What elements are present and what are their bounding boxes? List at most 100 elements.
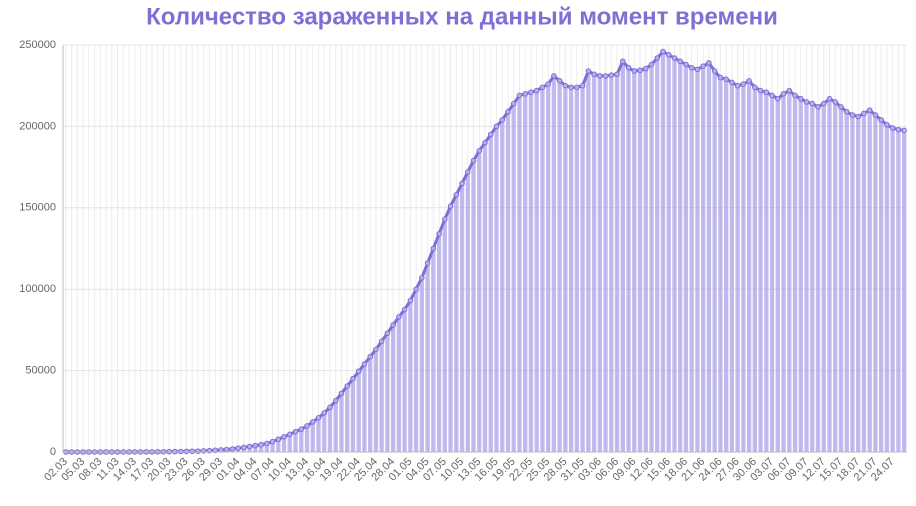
marker bbox=[684, 62, 689, 67]
marker bbox=[242, 445, 247, 450]
marker bbox=[259, 442, 264, 447]
bar bbox=[316, 418, 320, 452]
bar bbox=[563, 86, 567, 452]
bar bbox=[678, 61, 682, 452]
bar bbox=[644, 69, 648, 452]
marker bbox=[276, 437, 281, 442]
bar bbox=[885, 125, 889, 452]
marker bbox=[190, 449, 195, 454]
bar bbox=[471, 161, 475, 452]
marker bbox=[196, 449, 201, 454]
bar bbox=[707, 63, 711, 452]
bar bbox=[764, 92, 768, 452]
marker bbox=[494, 124, 499, 129]
bar bbox=[793, 95, 797, 452]
marker bbox=[655, 56, 660, 61]
marker bbox=[827, 96, 832, 101]
marker bbox=[787, 88, 792, 93]
bar bbox=[385, 333, 389, 452]
bar bbox=[414, 289, 418, 452]
marker bbox=[374, 347, 379, 352]
bar bbox=[856, 117, 860, 452]
marker bbox=[724, 77, 729, 82]
marker bbox=[862, 111, 867, 116]
bar bbox=[867, 110, 871, 452]
marker bbox=[523, 92, 528, 97]
marker bbox=[546, 82, 551, 87]
marker bbox=[282, 434, 287, 439]
marker bbox=[379, 339, 384, 344]
bar bbox=[557, 81, 561, 452]
marker bbox=[592, 72, 597, 77]
marker bbox=[626, 65, 631, 70]
marker bbox=[781, 92, 786, 97]
marker bbox=[362, 362, 367, 367]
marker bbox=[856, 114, 861, 119]
marker bbox=[666, 52, 671, 57]
bar bbox=[770, 95, 774, 452]
marker bbox=[764, 90, 769, 95]
marker bbox=[575, 85, 580, 90]
bar bbox=[626, 68, 630, 452]
marker bbox=[890, 126, 895, 131]
marker bbox=[661, 49, 666, 54]
marker bbox=[500, 118, 505, 123]
marker bbox=[345, 384, 350, 389]
bar bbox=[896, 130, 900, 452]
marker bbox=[328, 405, 333, 410]
marker bbox=[603, 74, 608, 79]
marker bbox=[488, 132, 493, 137]
bar bbox=[500, 120, 504, 452]
bar bbox=[477, 151, 481, 452]
bar bbox=[845, 112, 849, 452]
bar bbox=[575, 87, 579, 452]
marker bbox=[615, 72, 620, 77]
bar bbox=[672, 58, 676, 452]
bar bbox=[730, 82, 734, 452]
bar bbox=[569, 87, 573, 452]
y-tick-label: 0 bbox=[50, 446, 56, 458]
marker bbox=[534, 88, 539, 93]
marker bbox=[230, 447, 235, 452]
bar bbox=[512, 104, 516, 452]
bar bbox=[827, 99, 831, 452]
bar bbox=[437, 234, 441, 452]
marker bbox=[552, 74, 557, 79]
y-tick-label: 150000 bbox=[19, 202, 56, 214]
bar bbox=[701, 66, 705, 452]
marker bbox=[316, 416, 321, 421]
marker bbox=[643, 66, 648, 71]
bar bbox=[483, 143, 487, 452]
bar bbox=[850, 115, 854, 452]
bar bbox=[655, 58, 659, 452]
marker bbox=[305, 424, 310, 429]
marker bbox=[397, 315, 402, 320]
bar bbox=[534, 91, 538, 452]
bar bbox=[598, 76, 602, 452]
bar bbox=[810, 104, 814, 452]
marker bbox=[511, 101, 516, 106]
bar bbox=[638, 70, 642, 452]
marker bbox=[776, 96, 781, 101]
bar bbox=[816, 107, 820, 452]
bar bbox=[822, 104, 826, 452]
marker bbox=[896, 127, 901, 132]
bar bbox=[322, 413, 326, 452]
bar bbox=[667, 55, 671, 452]
marker bbox=[598, 74, 603, 79]
bar bbox=[334, 401, 338, 452]
bar bbox=[747, 81, 751, 452]
marker bbox=[879, 118, 884, 123]
marker bbox=[850, 113, 855, 118]
marker bbox=[265, 441, 270, 446]
bar bbox=[357, 371, 361, 452]
bar bbox=[506, 112, 510, 452]
bar bbox=[546, 84, 550, 452]
bar bbox=[517, 95, 521, 452]
bar bbox=[804, 102, 808, 452]
bar bbox=[391, 325, 395, 452]
bar bbox=[328, 407, 332, 452]
bar bbox=[718, 78, 722, 452]
marker bbox=[867, 108, 872, 113]
marker bbox=[586, 69, 591, 74]
